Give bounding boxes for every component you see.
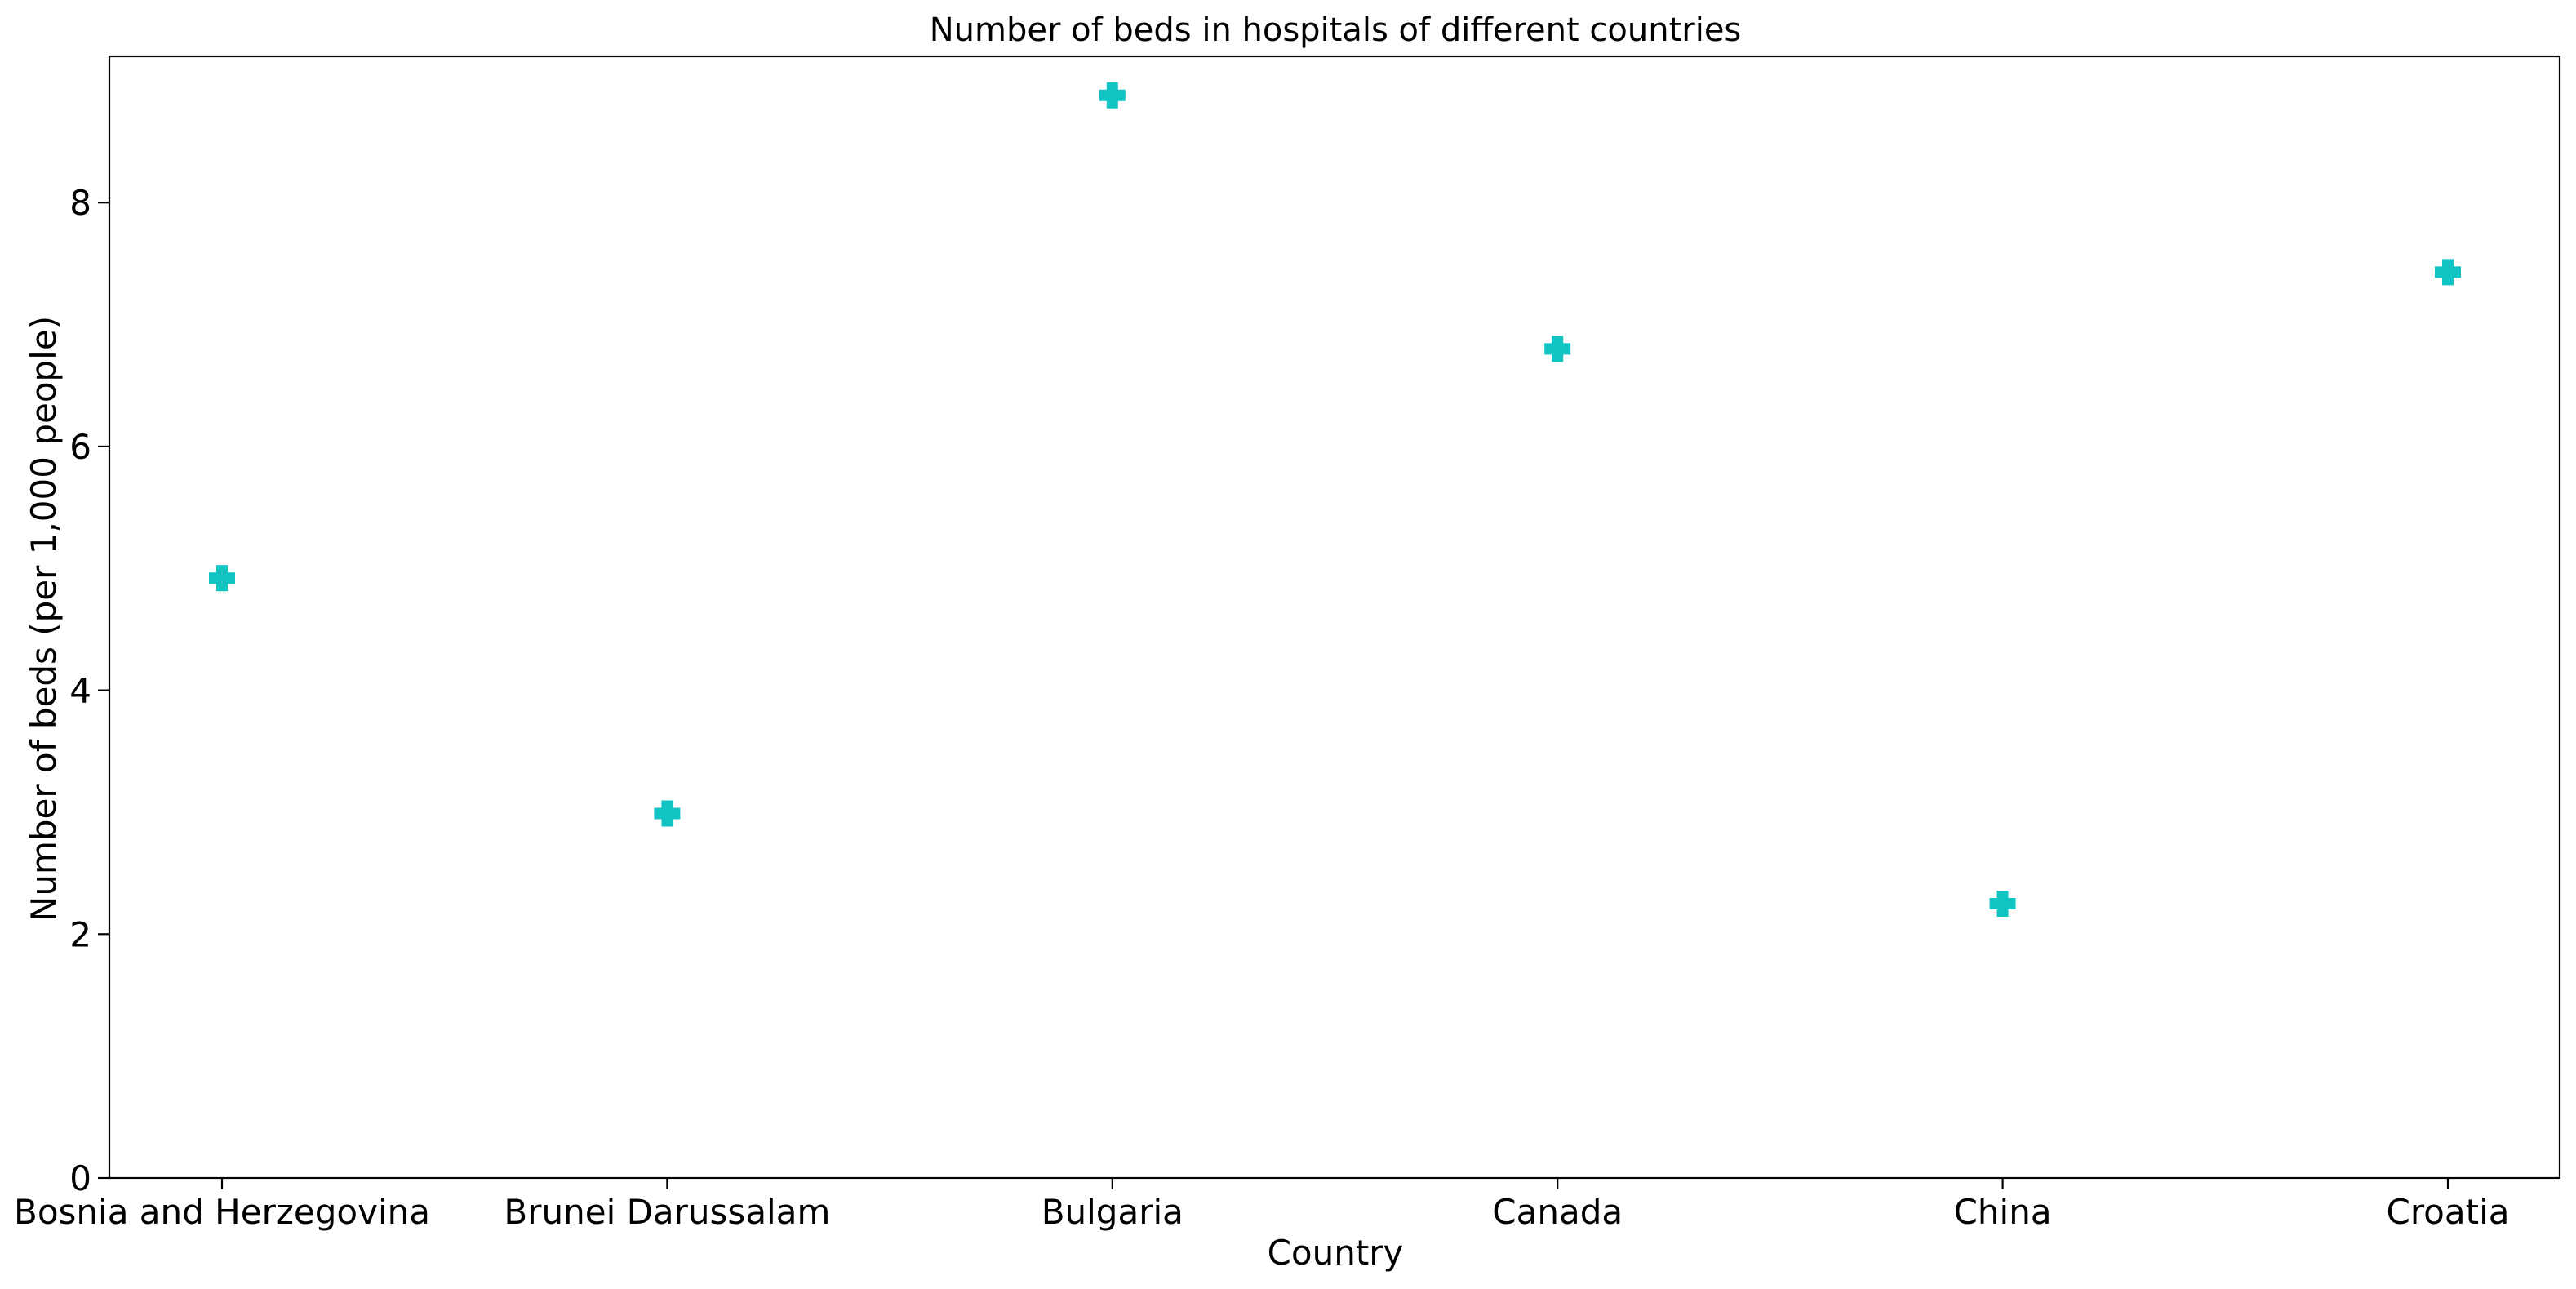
x-tick-label: Bulgaria [1042,1192,1184,1232]
x-axis-label: Country [1268,1233,1404,1273]
y-axis-label: Number of beds (per 1,000 people) [24,316,64,922]
data-markers [209,82,2461,917]
data-point-marker [2435,259,2461,286]
y-tick-label: 2 [69,914,91,954]
y-tick-label: 4 [69,671,91,711]
x-tick-label: Canada [1492,1192,1623,1232]
plot-area [108,55,2561,1180]
y-tick-label: 0 [69,1158,91,1198]
data-point-marker [209,565,235,592]
x-tick-label: Bosnia and Herzegovina [14,1192,430,1232]
y-axis: 0 2 4 6 8 [69,183,109,1198]
chart-title: Number of beds in hospitals of different… [930,11,1742,49]
x-tick-label: Croatia [2387,1192,2510,1232]
data-point-marker [1099,82,1126,109]
data-point-marker [1544,336,1571,362]
axes-frame [108,55,2561,1180]
y-tick-label: 6 [69,427,91,467]
x-tick-label: Brunei Darussalam [504,1192,830,1232]
x-tick-label: China [1954,1192,2052,1232]
data-point-marker [654,800,681,827]
y-tick-label: 8 [69,183,91,223]
data-point-marker [1989,890,2016,917]
x-axis: Bosnia and Herzegovina Brunei Darussalam B… [14,1178,2509,1232]
